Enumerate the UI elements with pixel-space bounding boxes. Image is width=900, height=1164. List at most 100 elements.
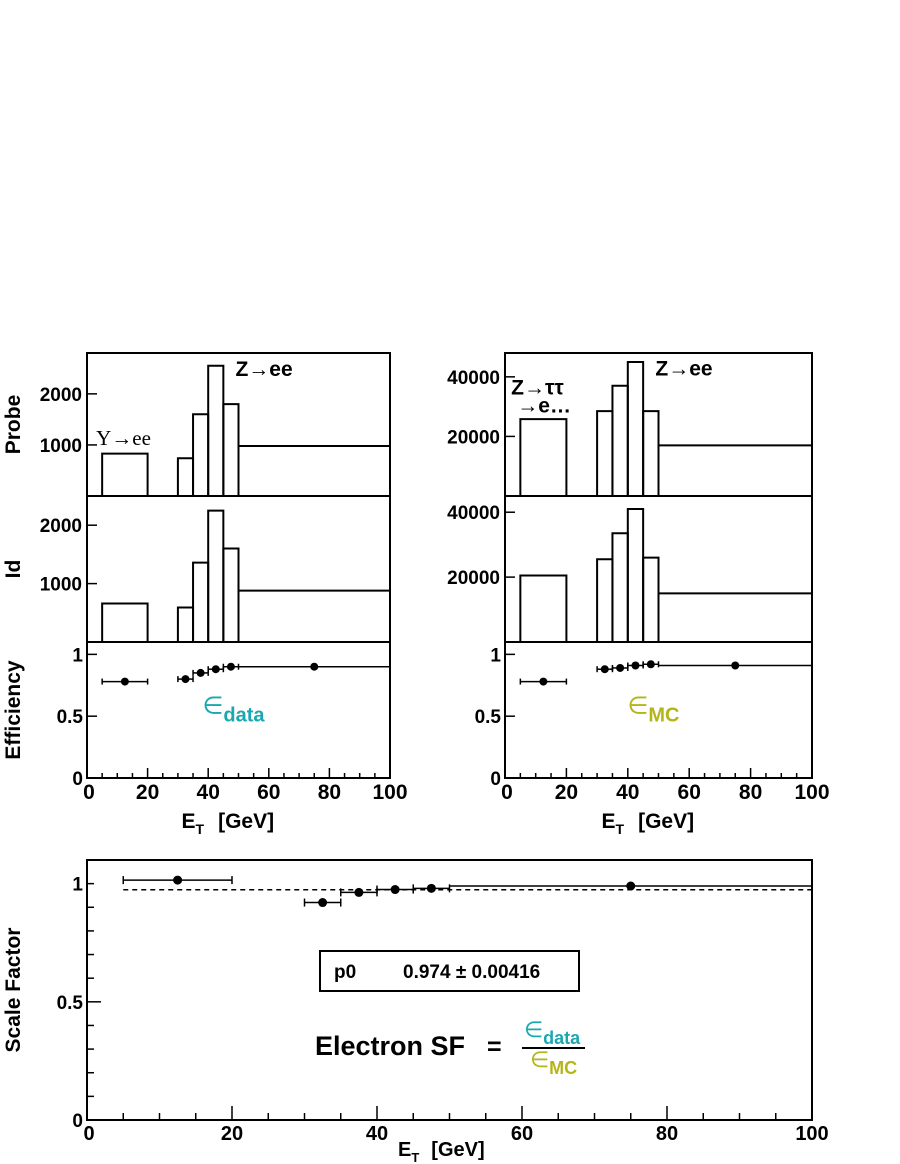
fit-param-name: p0 xyxy=(334,962,356,983)
data-point xyxy=(211,665,220,674)
y-tick-label: 2000 xyxy=(40,516,82,537)
annotation: Z→ee xyxy=(235,358,292,381)
data-point xyxy=(390,885,400,895)
hist-bin xyxy=(237,589,391,642)
hist-bin xyxy=(237,444,391,496)
x-tick-label: 80 xyxy=(318,781,341,804)
x-tick-label: 100 xyxy=(795,1123,828,1145)
annotation: Z→ee xyxy=(655,357,712,380)
data-point xyxy=(318,898,328,908)
hist-bin xyxy=(657,592,813,642)
hist-bin xyxy=(222,403,240,496)
hist-bin xyxy=(519,574,568,642)
hist-bin xyxy=(611,384,629,496)
hist-bin xyxy=(642,410,660,496)
epsilon-subscript: data xyxy=(543,1028,581,1048)
x-tick-label: 20 xyxy=(555,781,578,804)
data-point xyxy=(173,875,183,885)
y-tick-label: 1 xyxy=(72,875,83,896)
data-point xyxy=(600,665,609,674)
data-point xyxy=(120,677,129,686)
hist-bin xyxy=(207,364,225,496)
data-point xyxy=(626,881,636,891)
y-tick-label: 0.5 xyxy=(475,707,502,728)
hist-bin xyxy=(192,561,210,642)
hist-bin xyxy=(519,418,568,496)
annotation: Z→ττ xyxy=(511,377,564,400)
y-tick-label: 0 xyxy=(72,769,83,790)
y-tick-label: 0 xyxy=(490,769,501,790)
fit-param-value: 0.974 ± 0.00416 xyxy=(403,962,540,983)
formula-title: Electron SF xyxy=(315,1031,465,1061)
hist-bin xyxy=(596,558,614,642)
y-axis-label: Efficiency xyxy=(2,660,25,760)
formula-numerator: ∈data xyxy=(524,1017,581,1048)
x-tick-label: 80 xyxy=(656,1123,678,1145)
x-axis-label-sub: T xyxy=(196,821,205,837)
x-tick-label: 80 xyxy=(739,781,762,804)
fit-stats-box xyxy=(319,950,580,992)
epsilon-symbol: ∈ xyxy=(202,693,223,720)
data-point xyxy=(539,677,548,686)
hist-bin xyxy=(176,606,195,642)
data-point xyxy=(354,887,364,897)
data-point xyxy=(426,883,436,893)
hist-bin xyxy=(101,452,149,496)
x-tick-label: 0 xyxy=(83,1123,94,1145)
y-tick-label: 0 xyxy=(72,1111,83,1132)
epsilon-symbol: ∈ xyxy=(530,1047,549,1072)
hist-bin xyxy=(207,509,225,642)
data-point xyxy=(631,661,640,670)
epsilon-symbol: ∈ xyxy=(627,693,648,720)
hist-bin xyxy=(611,532,629,642)
x-axis-label-sub: T xyxy=(411,1150,419,1164)
hist-bin xyxy=(642,556,660,642)
data-panel: 10002000Z→eeΥ→eeProbe10002000Id00.51∈dat… xyxy=(2,352,408,837)
x-tick-label: 60 xyxy=(511,1123,533,1145)
x-tick-label: 40 xyxy=(366,1123,388,1145)
y-tick-label: 20000 xyxy=(447,568,500,589)
x-tick-label: 40 xyxy=(197,781,220,804)
y-tick-label: 1 xyxy=(72,645,83,666)
data-point xyxy=(226,662,235,671)
data-point xyxy=(181,675,190,684)
y-tick-label: 1 xyxy=(490,645,501,666)
scale-factor-panel: 0 0.5 1 Scale Factor p0 0.974 ± 0.00416 Electr… xyxy=(2,859,829,1164)
y-tick-label: 0.5 xyxy=(57,993,84,1014)
data-point xyxy=(646,660,655,669)
y-tick-label: 2000 xyxy=(40,385,82,406)
x-axis-title: ET [GeV] xyxy=(182,810,275,837)
x-axis-label-unit: [GeV] xyxy=(638,810,694,833)
epsilon-subscript: MC xyxy=(549,1058,577,1078)
hist-bin xyxy=(596,410,614,496)
data-point xyxy=(310,662,319,671)
formula-denominator: ∈MC xyxy=(530,1047,577,1078)
y-tick-label: 1000 xyxy=(40,436,82,457)
x-axis-label-unit: [GeV] xyxy=(431,1139,484,1161)
hist-bin xyxy=(192,413,210,496)
x-axis-title: ET [GeV] xyxy=(602,810,695,837)
y-tick-label: 1000 xyxy=(40,575,82,596)
x-tick-label: 60 xyxy=(257,781,280,804)
y-tick-label: 0.5 xyxy=(57,707,84,728)
annotation: →e… xyxy=(517,395,571,418)
hist-bin xyxy=(222,547,240,642)
epsilon-subscript: data xyxy=(223,705,265,727)
data-point xyxy=(731,661,740,670)
x-tick-label: 0 xyxy=(83,781,95,804)
formula-equals: = xyxy=(487,1033,502,1061)
x-tick-label: 40 xyxy=(616,781,639,804)
hist-bin xyxy=(101,602,149,642)
epsilon-subscript: MC xyxy=(648,705,679,727)
y-axis-label: Probe xyxy=(2,395,25,455)
x-tick-label: 100 xyxy=(372,781,407,804)
x-axis-label-sub: T xyxy=(616,821,625,837)
x-tick-label: 20 xyxy=(221,1123,243,1145)
y-tick-label: 40000 xyxy=(447,503,500,524)
x-axis-label-main: E xyxy=(182,810,196,833)
hist-bin xyxy=(657,444,813,496)
x-axis-title: ET [GeV] xyxy=(398,1139,485,1164)
x-axis-label-main: E xyxy=(398,1139,411,1161)
x-tick-label: 60 xyxy=(678,781,701,804)
